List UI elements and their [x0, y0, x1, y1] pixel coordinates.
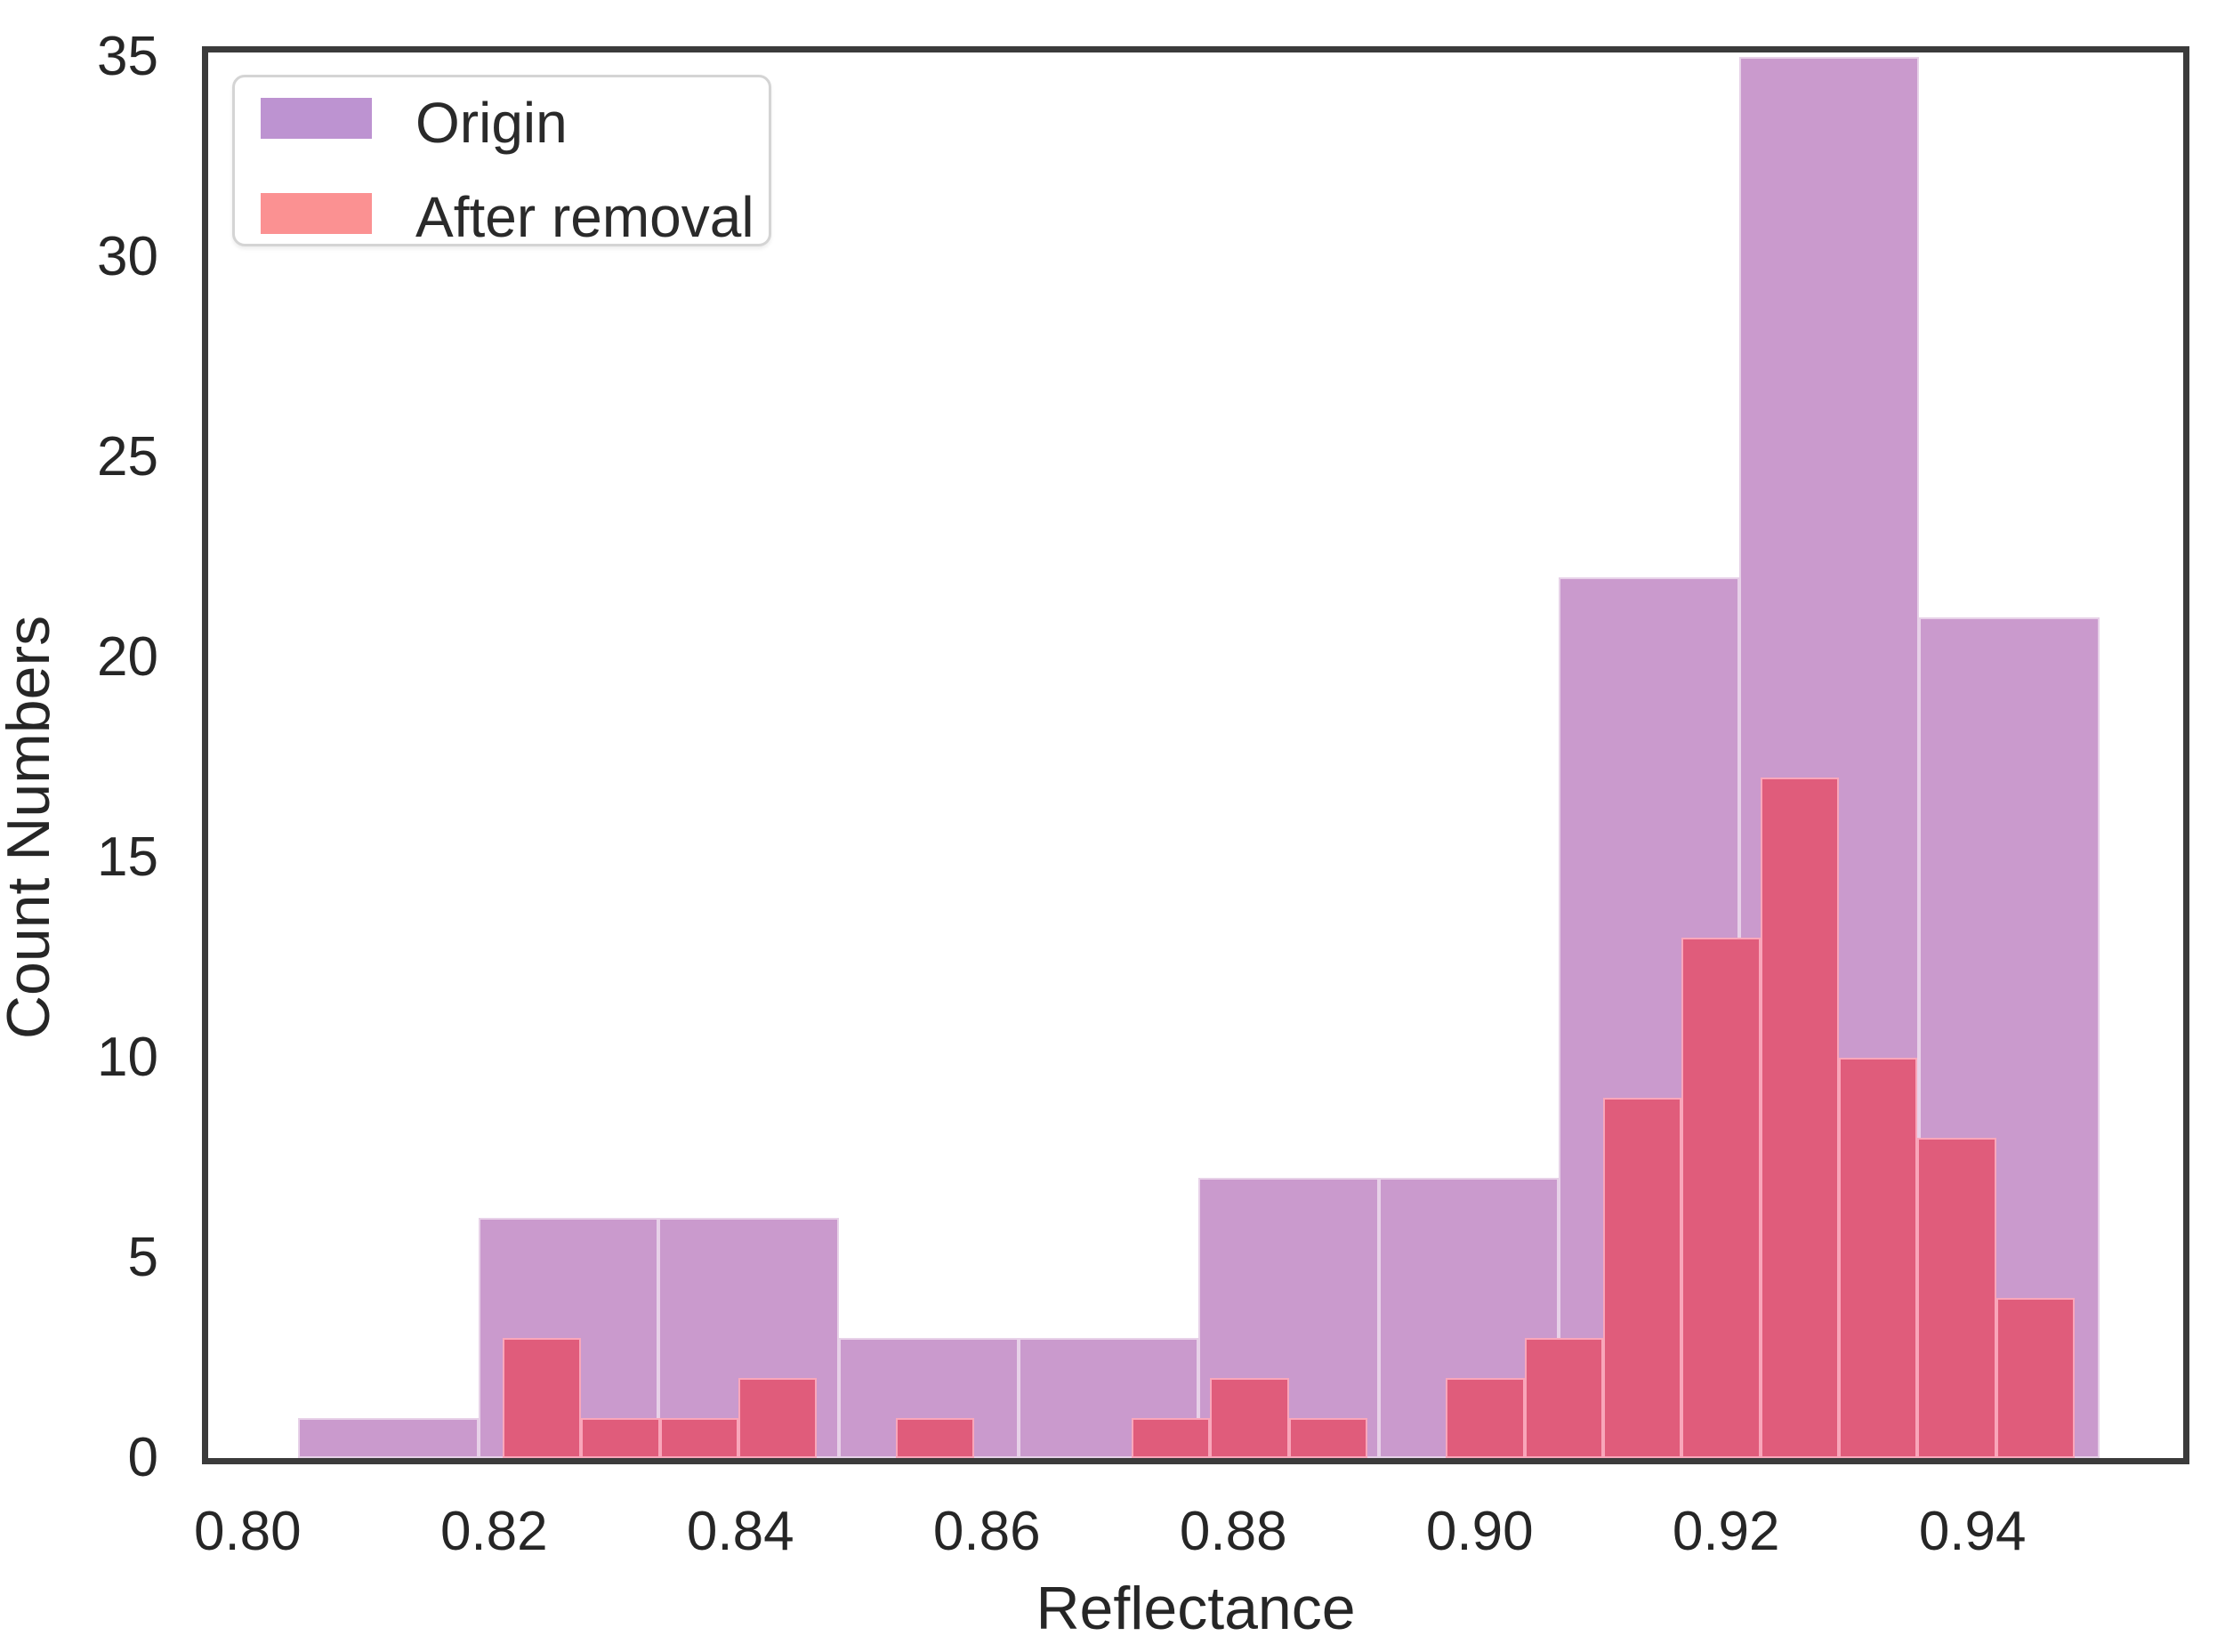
after-removal-bars-layer [208, 52, 2183, 1458]
x-tick-label: 0.94 [1918, 1501, 2027, 1562]
histogram-bar-removal [1210, 1377, 1289, 1458]
y-tick-label: 35 [97, 25, 158, 87]
y-tick-label: 25 [97, 425, 158, 488]
x-tick-label: 0.86 [932, 1501, 1041, 1562]
histogram-bar-removal [581, 1417, 660, 1458]
histogram-bar-removal [1760, 777, 1840, 1458]
x-tick-label: 0.92 [1672, 1501, 1780, 1562]
x-tick-label: 0.84 [686, 1501, 794, 1562]
x-tick-label: 0.88 [1179, 1501, 1287, 1562]
x-axis-label: Reflectance [1036, 1575, 1356, 1642]
histogram-bar-removal [1839, 1057, 1918, 1458]
histogram-bar-removal [1524, 1337, 1603, 1458]
histogram-bar-removal [1288, 1417, 1367, 1458]
y-tick-label: 20 [97, 625, 158, 688]
y-tick-label: 0 [127, 1427, 158, 1488]
y-tick-label: 30 [97, 225, 158, 287]
x-tick-label: 0.90 [1425, 1501, 1534, 1562]
legend-label-origin: Origin [415, 91, 568, 155]
histogram-bar-removal [1917, 1137, 1996, 1458]
x-tick-label: 0.80 [193, 1501, 302, 1562]
histogram-bar-removal [659, 1417, 739, 1458]
x-tick-label: 0.82 [439, 1501, 548, 1562]
histogram-bar-removal [1602, 1097, 1682, 1458]
legend: Origin After removal [232, 75, 771, 249]
legend-swatch-after-removal [261, 193, 372, 234]
plot-area [202, 46, 2189, 1464]
histogram-bar-removal [1446, 1377, 1525, 1458]
y-tick-label: 15 [97, 826, 158, 888]
legend-swatch-origin [261, 98, 372, 139]
legend-label-after-removal: After removal [415, 185, 754, 249]
histogram-bar-removal [738, 1377, 818, 1458]
histogram-bar-removal [895, 1417, 975, 1458]
histogram-bar-removal [502, 1337, 582, 1458]
y-tick-label: 10 [97, 1026, 158, 1088]
histogram-bar-removal [1995, 1297, 2076, 1458]
y-tick-label: 5 [127, 1226, 158, 1288]
histogram-bar-removal [1681, 937, 1761, 1458]
histogram-bar-removal [1131, 1417, 1211, 1458]
histogram-bar-origin [298, 1417, 479, 1458]
